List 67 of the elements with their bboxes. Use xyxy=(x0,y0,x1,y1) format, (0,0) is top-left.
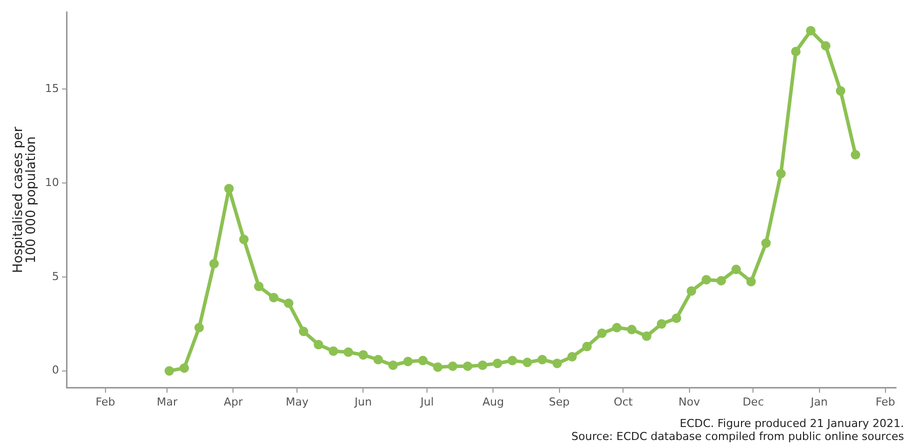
point xyxy=(850,150,860,160)
x-tick-label: Dec xyxy=(742,395,764,408)
point xyxy=(672,314,682,324)
point xyxy=(567,352,577,362)
point xyxy=(314,340,324,350)
x-tick-label: Jan xyxy=(810,395,828,408)
point xyxy=(344,347,354,357)
point xyxy=(522,358,532,368)
point xyxy=(403,356,413,366)
point xyxy=(284,298,294,308)
point xyxy=(731,264,741,274)
point xyxy=(462,361,472,371)
point xyxy=(806,26,816,36)
point xyxy=(582,342,592,352)
point xyxy=(791,46,801,56)
point xyxy=(820,41,830,51)
x-tick-label: Apr xyxy=(224,395,244,408)
point xyxy=(373,354,383,364)
point xyxy=(761,238,771,248)
x-tick-label: Feb xyxy=(876,395,896,408)
point xyxy=(552,358,562,368)
point xyxy=(433,362,443,372)
point xyxy=(478,360,488,370)
point xyxy=(746,276,756,286)
y-tick-label: 15 xyxy=(44,82,59,95)
point xyxy=(642,331,652,341)
point xyxy=(776,168,786,178)
point xyxy=(239,234,249,244)
source-note: Source: ECDC database compiled from public online sources xyxy=(571,430,904,443)
point xyxy=(254,282,264,292)
point xyxy=(328,346,338,356)
text: ECDC. Figure produced 21 January 2021. xyxy=(678,417,904,430)
x-tick-label: Jun xyxy=(354,395,372,408)
point xyxy=(388,360,398,370)
point xyxy=(656,319,666,329)
point xyxy=(298,326,308,336)
point xyxy=(686,286,696,296)
point xyxy=(448,361,458,371)
point xyxy=(597,328,607,338)
point xyxy=(626,324,636,334)
point xyxy=(612,322,622,332)
y-tick-label: 10 xyxy=(44,176,59,189)
x-tick-label: Sep xyxy=(548,395,570,408)
y-tick-label: 5 xyxy=(52,270,59,283)
point xyxy=(179,363,189,373)
x-tick-label: Aug xyxy=(482,395,504,408)
x-tick-label: Jul xyxy=(420,395,434,408)
x-tick-label: May xyxy=(286,395,310,408)
y-axis-title: Hospitalised cases per 100 000 population xyxy=(10,126,39,273)
point xyxy=(508,356,518,366)
point xyxy=(702,275,712,285)
point xyxy=(492,358,502,368)
point xyxy=(194,322,204,332)
point xyxy=(164,366,174,376)
point xyxy=(268,292,278,302)
x-tick-label: Oct xyxy=(614,395,634,408)
point xyxy=(836,86,846,96)
point xyxy=(224,184,234,194)
x-tick-label: Feb xyxy=(96,395,116,408)
point xyxy=(716,276,726,286)
x-tick-label: Nov xyxy=(678,395,701,408)
y-tick-label: 0 xyxy=(52,364,59,377)
point xyxy=(537,354,547,364)
point xyxy=(358,350,368,360)
point xyxy=(209,259,219,269)
x-tick-label: Mar xyxy=(156,395,178,408)
point xyxy=(418,356,428,366)
